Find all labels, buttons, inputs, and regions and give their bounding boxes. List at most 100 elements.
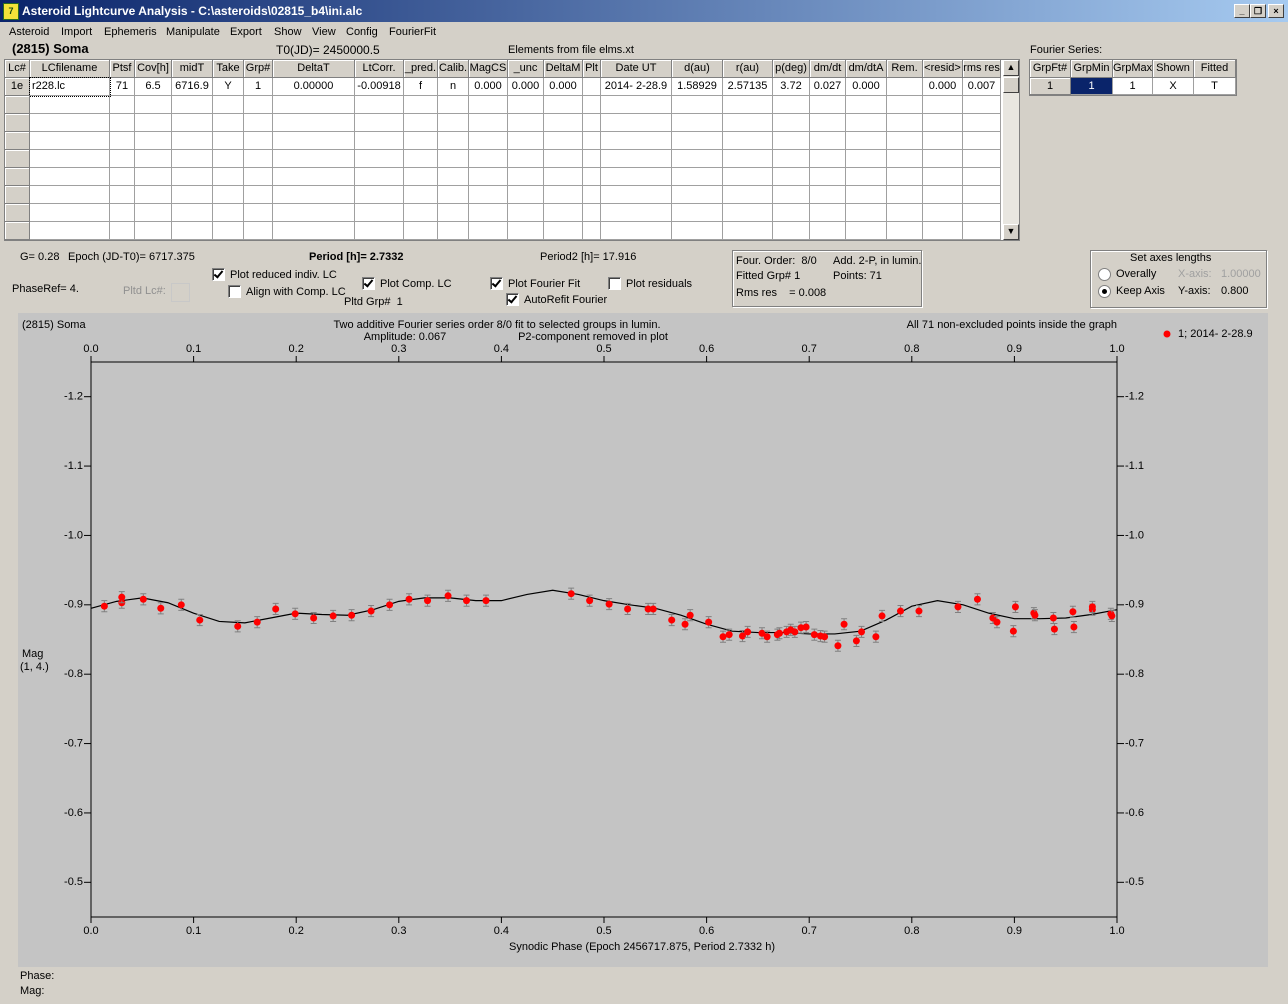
table-cell[interactable]: [846, 132, 887, 150]
table-cell[interactable]: 6716.9: [172, 78, 213, 96]
table-cell[interactable]: [846, 114, 887, 132]
minimize-button[interactable]: _: [1234, 4, 1250, 18]
table-cell[interactable]: [773, 150, 810, 168]
table-cell[interactable]: [773, 132, 810, 150]
table-cell[interactable]: [244, 114, 273, 132]
table-cell[interactable]: [273, 204, 355, 222]
table-cell[interactable]: [672, 186, 723, 204]
table-cell[interactable]: [583, 132, 601, 150]
table-cell[interactable]: [30, 168, 110, 186]
table-cell[interactable]: [355, 132, 404, 150]
table-cell[interactable]: [30, 114, 110, 132]
table-cell[interactable]: [544, 168, 583, 186]
table-cell[interactable]: [355, 204, 404, 222]
table-cell[interactable]: [508, 222, 544, 240]
table-cell[interactable]: [963, 150, 1001, 168]
table-cell[interactable]: 0.000: [923, 78, 963, 96]
menu-item[interactable]: Import: [61, 26, 93, 38]
table-cell[interactable]: [810, 168, 846, 186]
table-cell[interactable]: [355, 150, 404, 168]
table-cell[interactable]: [846, 204, 887, 222]
table-cell[interactable]: [355, 222, 404, 240]
table-cell[interactable]: [544, 186, 583, 204]
table-cell[interactable]: 0.007: [963, 78, 1001, 96]
table-cell[interactable]: [438, 186, 469, 204]
table-cell[interactable]: [110, 114, 135, 132]
table-cell[interactable]: [887, 186, 923, 204]
table-cell[interactable]: [672, 114, 723, 132]
table-cell[interactable]: [110, 168, 135, 186]
table-cell[interactable]: n: [438, 78, 469, 96]
table-cell[interactable]: [923, 132, 963, 150]
table-cell[interactable]: [273, 150, 355, 168]
table-cell[interactable]: [583, 150, 601, 168]
table-cell[interactable]: [110, 222, 135, 240]
table-cell[interactable]: [404, 186, 438, 204]
table-cell[interactable]: [404, 204, 438, 222]
table-cell[interactable]: [172, 114, 213, 132]
table-cell[interactable]: [583, 222, 601, 240]
table-cell[interactable]: 1: [244, 78, 273, 96]
table-cell[interactable]: [963, 114, 1001, 132]
scrollbar[interactable]: ▲ ▼: [1003, 60, 1019, 240]
table-cell[interactable]: [583, 78, 601, 96]
table-cell[interactable]: [963, 186, 1001, 204]
table-cell[interactable]: [887, 96, 923, 114]
table-cell[interactable]: [469, 168, 508, 186]
table-cell[interactable]: [355, 168, 404, 186]
table-cell[interactable]: [583, 168, 601, 186]
table-cell[interactable]: [810, 150, 846, 168]
table-cell[interactable]: [544, 150, 583, 168]
table-cell[interactable]: [404, 150, 438, 168]
table-cell[interactable]: r228.lc: [29, 77, 111, 97]
table-cell[interactable]: [244, 132, 273, 150]
table-cell[interactable]: [135, 150, 172, 168]
restore-button[interactable]: ❐: [1250, 4, 1266, 18]
table-cell[interactable]: [544, 96, 583, 114]
table-cell[interactable]: [887, 204, 923, 222]
table-cell[interactable]: [601, 168, 672, 186]
table-cell[interactable]: [30, 204, 110, 222]
table-cell[interactable]: 0.000: [469, 78, 508, 96]
table-cell[interactable]: [723, 96, 773, 114]
table-cell[interactable]: 6.5: [135, 78, 172, 96]
table-cell[interactable]: [172, 204, 213, 222]
table-cell[interactable]: f: [404, 78, 438, 96]
overally-radio[interactable]: [1098, 268, 1111, 281]
table-cell[interactable]: [30, 222, 110, 240]
table-cell[interactable]: [404, 132, 438, 150]
table-cell[interactable]: [963, 132, 1001, 150]
plot-fourier-checkbox[interactable]: [490, 277, 503, 290]
table-cell[interactable]: 0.000: [508, 78, 544, 96]
table-cell[interactable]: [601, 186, 672, 204]
table-cell[interactable]: [846, 150, 887, 168]
table-cell[interactable]: [923, 186, 963, 204]
table-cell[interactable]: [923, 168, 963, 186]
table-cell[interactable]: [887, 222, 923, 240]
table-cell[interactable]: [135, 132, 172, 150]
table-cell[interactable]: [273, 132, 355, 150]
table-cell[interactable]: [846, 222, 887, 240]
table-cell[interactable]: [508, 186, 544, 204]
table-cell[interactable]: [723, 204, 773, 222]
table-cell[interactable]: [213, 132, 244, 150]
table-cell[interactable]: [213, 114, 244, 132]
table-cell[interactable]: [887, 168, 923, 186]
table-cell[interactable]: [923, 114, 963, 132]
table-cell[interactable]: [723, 114, 773, 132]
table-cell[interactable]: [172, 150, 213, 168]
table-cell[interactable]: [355, 96, 404, 114]
table-cell[interactable]: 0.00000: [273, 78, 355, 96]
table-cell[interactable]: [963, 204, 1001, 222]
table-cell[interactable]: [887, 78, 923, 96]
table-cell[interactable]: [773, 114, 810, 132]
table-cell[interactable]: [601, 114, 672, 132]
plot-residuals-checkbox[interactable]: [608, 277, 621, 290]
table-cell[interactable]: [508, 168, 544, 186]
table-cell[interactable]: [810, 222, 846, 240]
table-cell[interactable]: [213, 204, 244, 222]
table-cell[interactable]: [923, 204, 963, 222]
table-cell[interactable]: [723, 222, 773, 240]
table-cell[interactable]: [672, 150, 723, 168]
table-cell[interactable]: [963, 96, 1001, 114]
